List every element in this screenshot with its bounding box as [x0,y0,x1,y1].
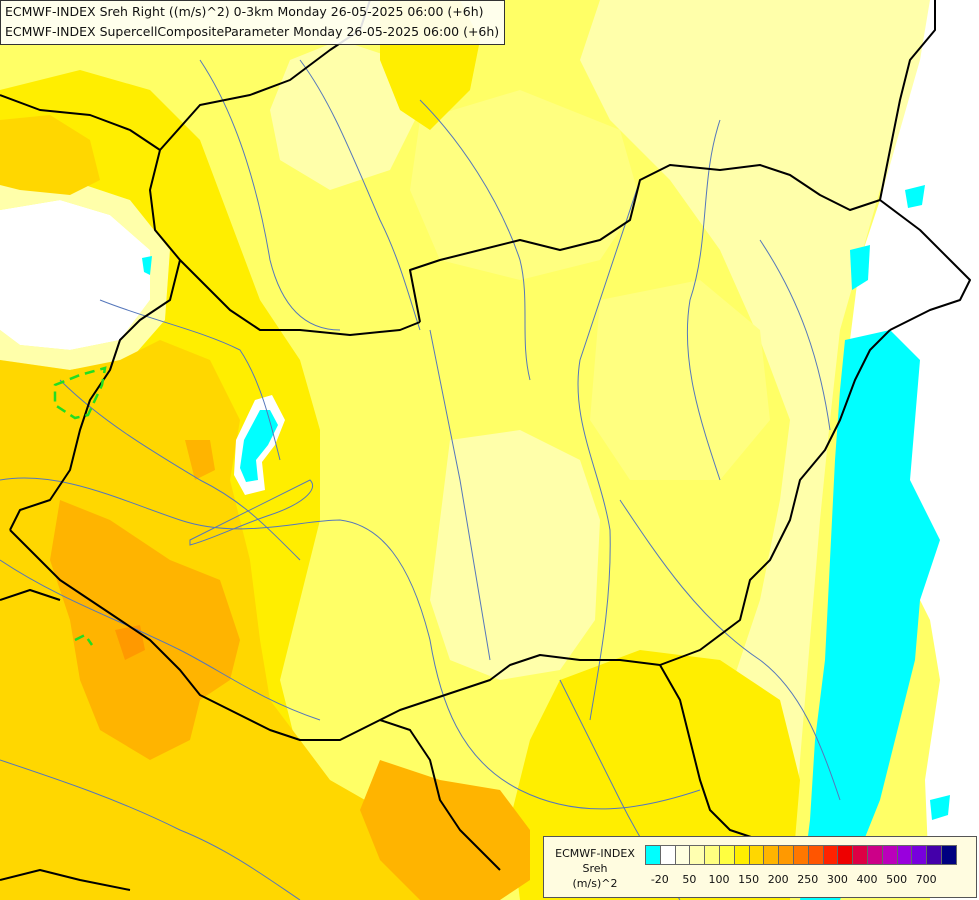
white-region-northwest [0,200,150,350]
legend-swatch [852,845,868,865]
pale-edge-northwest [0,180,170,370]
legend-tick-label: -20 [650,873,669,886]
scp-contour-2 [74,633,94,646]
river-sw-1 [0,759,301,900]
map-title-box: ECMWF-INDEX Sreh Right ((m/s)^2) 0-3km M… [0,0,506,45]
pale-region-north [270,40,420,190]
gold-region-west [0,340,470,900]
scp-contours [53,366,107,646]
legend-tick-label: 250 [797,873,819,886]
border-south [0,869,131,891]
legend-swatch [718,845,735,865]
lake-balaton [189,479,313,546]
deep-orange-spot [115,625,145,660]
legend-swatches [645,845,957,865]
gold-region-topleft [0,115,100,195]
river-west-3 [99,299,281,461]
orange-region-south [360,760,530,900]
map-title-line-1: ECMWF-INDEX Sreh Right ((m/s)^2) 0-3km M… [5,4,484,19]
legend-swatch [645,845,661,865]
map-title-line-2: ECMWF-INDEX SupercellCompositeParameter … [5,24,500,39]
legend-swatch [881,845,898,865]
legend-swatch [940,845,957,865]
legend-swatch [822,845,839,865]
border-hungary-romania [379,329,891,721]
legend-swatch [926,845,942,865]
legend-swatch [748,845,765,865]
cyan-spot-nw [142,256,152,275]
legend-swatch [659,845,676,865]
border-sw-line [0,589,61,601]
legend-swatch [896,845,913,865]
legend-swatch [792,845,809,865]
river-north-1 [199,59,341,331]
scp-contour-1 [53,366,107,420]
legend-swatch [763,845,780,865]
legend-tick-label: 300 [826,873,848,886]
legend-title: ECMWF-INDEX Sreh (m/s)^2 [548,846,642,891]
legend-swatch [689,845,706,865]
legend-tick-label: 700 [915,873,937,886]
legend-tick-label: 100 [708,873,730,886]
orange-region-small [185,440,215,480]
border-ukraine-poland [879,0,936,201]
legend-tick-label: 500 [886,873,908,886]
color-legend: ECMWF-INDEX Sreh (m/s)^2 -20 50 100 150 200 2… [543,836,977,898]
river-west-1 [59,379,301,561]
legend-tick-label: 400 [856,873,878,886]
legend-title-line-3: (m/s)^2 [572,877,618,890]
cyan-spot-east-1 [850,245,870,290]
light-region-upper [410,90,640,280]
legend-tick-label: 150 [738,873,760,886]
legend-title-line-2: Sreh [582,862,608,875]
legend-tick-label: 50 [682,873,697,886]
legend-swatch [911,845,928,865]
rivers [0,59,841,900]
river-north-3 [419,99,531,381]
legend-swatch [674,845,691,865]
legend-swatch [807,845,824,865]
river-danube [0,477,701,810]
cyan-spot-east-3 [930,795,950,820]
pale-region-central [430,430,600,680]
legend-title-line-1: ECMWF-INDEX [555,847,635,860]
border-austria-hungary [9,259,181,531]
legend-ticks: -20 50 100 150 200 250 300 400 500 700 [645,873,975,889]
cyan-region-east [800,330,940,900]
orange-region-southwest [50,500,240,760]
river-north-2 [299,59,421,331]
border-serbia [659,664,761,841]
legend-swatch [837,845,854,865]
river-tisza [577,179,641,721]
river-east-1 [686,119,721,481]
legend-swatch [866,845,883,865]
legend-swatch [733,845,750,865]
legend-swatch [704,845,720,865]
river-east-2 [759,239,831,431]
border-romania-ukraine [879,199,971,331]
legend-swatch [778,845,794,865]
border-croatia-slovenia [9,529,501,871]
river-south-1 [619,499,841,801]
light-region-east [590,280,770,480]
cyan-spot-east-2 [905,185,925,208]
river-west-2 [0,559,321,721]
cyan-island [240,410,278,482]
legend-tick-label: 200 [767,873,789,886]
river-center [429,329,491,661]
border-slovakia-hungary [409,164,881,323]
white-region-east [850,0,979,900]
